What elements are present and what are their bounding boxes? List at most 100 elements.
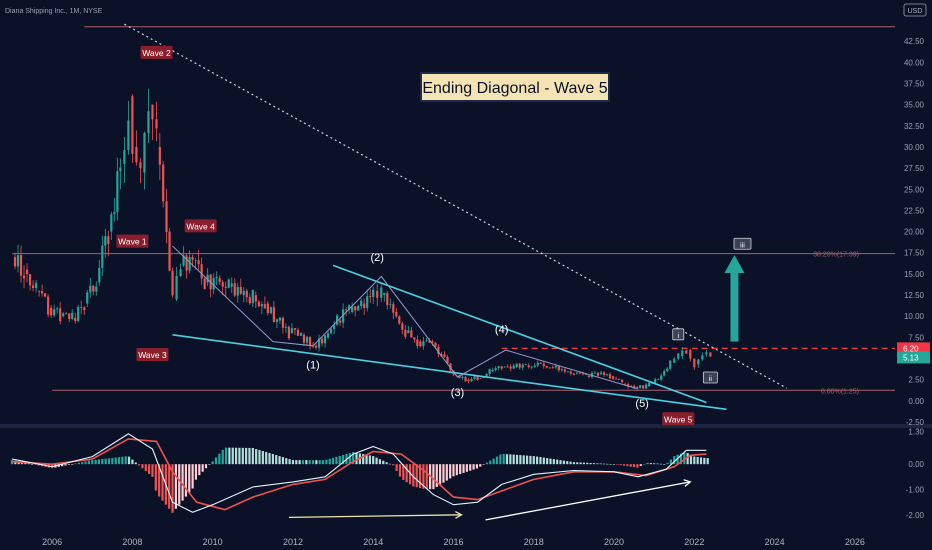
candle-body [623,383,627,385]
candle-body [31,285,35,288]
candle-body [95,286,98,292]
macd-histogram-bar [459,464,462,475]
x-tick-label: 2020 [604,537,624,547]
candle-body [332,324,336,329]
candle-body [53,309,56,316]
candle-body [197,260,200,265]
macd-histogram-bar [188,464,191,493]
macd-histogram-bar [669,459,673,465]
macd-histogram-bar [328,458,331,465]
macd-histogram-bar [87,460,91,465]
divergence-arrow [485,481,691,521]
price-tag-bg [897,351,930,364]
macd-histogram-bar [606,463,609,465]
price-tag: 5.13 [903,353,919,362]
macd-histogram-bar [204,464,208,469]
candle-body [308,336,312,346]
candle-body [62,313,65,317]
macd-histogram-bar [194,464,198,480]
candle-body [272,307,275,322]
candle-body [227,279,230,288]
candle-body [44,293,47,297]
y-tick-label: 17.50 [904,249,925,258]
macd-histogram-bar [131,459,134,465]
candle-body [584,374,588,375]
macd-histogram-bar [512,454,515,465]
candle-body [491,369,494,372]
divergence-arrow-head [683,479,692,487]
candle-body [314,345,318,348]
y-tick-label: 22.50 [904,206,925,215]
y-tick-label: 27.50 [904,164,925,173]
macd-histogram-bar [107,458,111,465]
candle-body [230,283,233,287]
macd-histogram-bar [295,460,298,465]
grid [0,424,932,428]
y-tick-label: 0.00 [908,397,924,406]
macd-histogram-bar [114,457,117,465]
chart-title: Ending Diagonal - Wave 5 [422,80,607,97]
candle-body [212,278,215,290]
macd-histogram-bar [308,460,311,465]
macd-histogram-bar [552,459,555,465]
macd-histogram-bar [653,463,656,465]
macd-histogram-bar [689,456,693,465]
macd-histogram-bar [405,464,408,483]
candle-body [342,309,345,323]
candle-body [587,375,591,378]
macd-histogram-bar [515,454,519,465]
candle-body [107,236,110,244]
candle-body [104,236,107,246]
dotted-diagonal [124,23,787,389]
candle-body [666,368,669,372]
candle-body [689,350,692,359]
candle-body [351,306,354,312]
candle-body [605,374,609,375]
x-tick-label: 2022 [684,537,704,547]
candle-body [290,328,294,334]
candle-body [449,363,452,371]
macd-histogram-bar [609,464,612,465]
macd-histogram-bar [234,447,238,465]
candle-body [171,270,174,296]
candle-body [254,295,257,302]
candle-body [363,303,366,308]
macd-histogram-bar [218,453,221,465]
macd-histogram-bar [71,464,74,465]
currency-badge[interactable] [903,3,927,17]
candle-body [185,255,188,271]
time-axis[interactable]: 2006 2008 2010 2012 2014 2016 2018 2020 2022 2024… [42,537,865,547]
y-tick-label: 30.00 [904,143,925,152]
macd-histogram-bar [532,456,535,465]
candle-body [617,379,621,380]
candle-body [648,382,651,387]
macd-histogram-bar [61,464,64,467]
macd-histogram-bar [288,459,291,465]
up-arrow-shaft [730,270,739,342]
candle-body [206,274,209,283]
price-tag: 6.20 [903,344,919,353]
candle-body [203,278,206,289]
candle-body [389,304,392,305]
y-tick-label: 7.50 [908,333,924,342]
candle-body [127,120,130,151]
hline-label: 38.20%(17.39) [813,252,859,259]
candle-body [345,309,348,311]
candle-body [299,333,303,336]
macd-histogram-bar [643,463,646,465]
macd-histogram-bar [27,463,30,465]
macd-histogram-bar [693,456,696,465]
y-tick-label: 25.00 [904,185,925,194]
candle-body [287,326,291,339]
candle-body [681,350,684,356]
macd-histogram-bar [101,459,104,465]
candle-body [168,231,171,271]
candle-body [596,372,600,376]
candle-body [566,371,569,373]
macd-histogram-bar [696,457,699,465]
candle-body [401,323,404,330]
price-axis[interactable]: -2.500.002.505.007.5010.0012.5015.0017.5… [897,37,930,520]
macd-histogram-bar [291,460,295,465]
macd-histogram-bar [331,457,335,465]
